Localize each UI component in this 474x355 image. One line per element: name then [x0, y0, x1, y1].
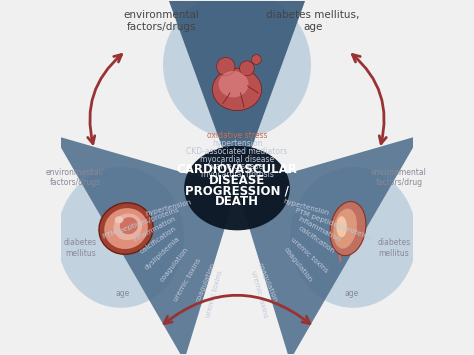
- Text: calcification: calcification: [138, 225, 177, 255]
- Ellipse shape: [337, 216, 347, 237]
- Text: PTM peptides/proteins: PTM peptides/proteins: [294, 207, 372, 240]
- Text: calcification: calcification: [297, 225, 336, 255]
- Ellipse shape: [333, 208, 357, 248]
- Text: inflammation: inflammation: [132, 215, 177, 243]
- Ellipse shape: [239, 61, 254, 76]
- Polygon shape: [237, 135, 420, 355]
- Ellipse shape: [120, 217, 138, 234]
- Text: hypertension: hypertension: [282, 198, 329, 217]
- Text: inflammation: inflammation: [297, 215, 342, 243]
- Text: DISEASE: DISEASE: [209, 174, 265, 187]
- Text: myocardial fibrosis: myocardial fibrosis: [201, 170, 273, 179]
- Ellipse shape: [163, 0, 311, 139]
- Text: DEATH: DEATH: [215, 195, 259, 208]
- Ellipse shape: [57, 167, 184, 308]
- Ellipse shape: [115, 216, 123, 223]
- Text: myocardial disease: myocardial disease: [200, 155, 274, 164]
- Ellipse shape: [99, 203, 153, 254]
- Ellipse shape: [212, 68, 262, 110]
- Text: diabetes
mellitus: diabetes mellitus: [377, 238, 410, 258]
- Ellipse shape: [290, 167, 417, 308]
- Text: coagulation: coagulation: [196, 262, 217, 303]
- Text: CKD-associated mediators: CKD-associated mediators: [186, 147, 288, 156]
- Text: age: age: [344, 289, 359, 298]
- Ellipse shape: [251, 55, 261, 65]
- Text: coagulation: coagulation: [282, 246, 313, 283]
- Text: uremic toxins: uremic toxins: [173, 257, 202, 302]
- Ellipse shape: [184, 146, 290, 230]
- FancyArrowPatch shape: [339, 256, 340, 261]
- Text: uremic toxins: uremic toxins: [250, 270, 268, 319]
- Text: hypertension: hypertension: [145, 198, 192, 217]
- Ellipse shape: [113, 213, 142, 240]
- Polygon shape: [54, 135, 237, 355]
- Text: hypertension: hypertension: [212, 139, 262, 148]
- Text: environmental/
factors/drugs: environmental/ factors/drugs: [46, 168, 104, 187]
- Text: coagulation: coagulation: [257, 262, 278, 303]
- Text: environmental
factors/drugs: environmental factors/drugs: [123, 10, 199, 32]
- Text: age: age: [115, 289, 130, 298]
- Text: PROGRESSION /: PROGRESSION /: [185, 184, 289, 197]
- Text: oxidative stress: oxidative stress: [207, 131, 267, 141]
- Text: PTM peptides/proteins: PTM peptides/proteins: [102, 207, 180, 240]
- Ellipse shape: [217, 58, 235, 76]
- Text: diabetes
mellitus: diabetes mellitus: [64, 238, 97, 258]
- Text: valve disease: valve disease: [211, 163, 263, 171]
- Text: coagulation: coagulation: [159, 246, 190, 283]
- Text: dyslipidemia: dyslipidemia: [143, 236, 181, 272]
- Text: diabetes mellitus,
age: diabetes mellitus, age: [266, 10, 359, 32]
- Text: environmental
factors/drug: environmental factors/drug: [371, 168, 427, 187]
- Text: CARDIOVASCULAR: CARDIOVASCULAR: [176, 163, 298, 176]
- Ellipse shape: [219, 71, 248, 97]
- Ellipse shape: [104, 208, 148, 249]
- Ellipse shape: [330, 202, 366, 256]
- Text: uremic toxins: uremic toxins: [290, 236, 329, 273]
- Polygon shape: [166, 0, 308, 188]
- Text: uremic toxins: uremic toxins: [206, 270, 224, 319]
